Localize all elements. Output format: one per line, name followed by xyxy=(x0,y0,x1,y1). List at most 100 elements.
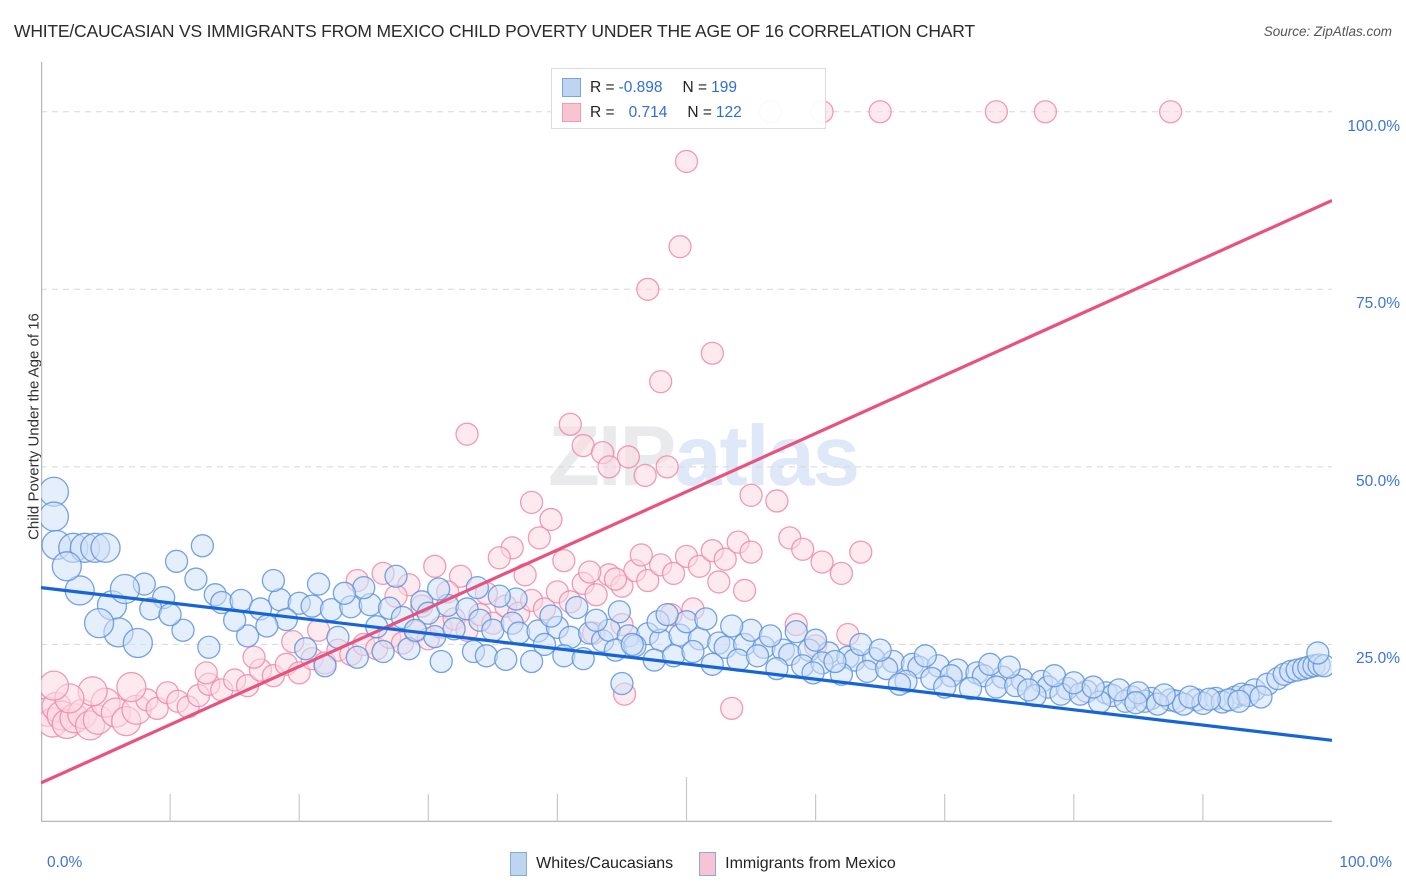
series-legend-swatch-whites xyxy=(510,852,528,876)
data-point xyxy=(668,235,692,259)
data-point xyxy=(122,627,153,659)
legend-r-value-mexico: 0.714 xyxy=(628,103,668,121)
data-point xyxy=(235,624,260,648)
data-point xyxy=(539,507,563,532)
data-point xyxy=(997,655,1021,679)
data-point xyxy=(1062,671,1086,695)
data-point xyxy=(633,463,657,488)
data-point xyxy=(197,635,221,659)
data-point xyxy=(578,560,602,584)
data-point xyxy=(1152,683,1176,707)
data-point xyxy=(90,532,121,563)
data-point xyxy=(978,652,1002,676)
data-point xyxy=(116,671,147,703)
data-point xyxy=(700,652,724,676)
data-point xyxy=(83,607,115,639)
data-point xyxy=(455,422,479,446)
data-point xyxy=(636,277,660,301)
data-point xyxy=(255,614,279,638)
source-attribution: Source: ZipAtlas.com xyxy=(1263,24,1392,39)
data-point xyxy=(345,645,369,669)
data-point xyxy=(1016,678,1041,702)
data-point xyxy=(1124,691,1148,715)
data-point xyxy=(784,619,808,644)
data-point xyxy=(616,445,641,469)
series-legend-item-whites[interactable]: Whites/Caucasians xyxy=(510,852,673,876)
data-point xyxy=(849,540,873,564)
data-point xyxy=(423,554,447,578)
data-point xyxy=(1249,685,1273,709)
y-axis-title: Child Poverty Under the Age of 16 xyxy=(25,313,43,540)
data-point xyxy=(1197,687,1222,711)
data-point xyxy=(565,595,589,620)
data-point xyxy=(984,675,1008,699)
data-point xyxy=(1042,664,1067,688)
data-point xyxy=(448,564,473,588)
data-point xyxy=(687,554,712,578)
data-point xyxy=(1178,685,1202,709)
data-point xyxy=(474,644,499,668)
x-axis-min-label: 0.0% xyxy=(47,854,83,871)
data-point xyxy=(732,578,757,603)
data-point xyxy=(674,149,699,174)
y-axis-tick-label: 25.0% xyxy=(1356,650,1400,668)
data-point xyxy=(649,369,673,394)
data-point xyxy=(810,550,834,574)
data-point xyxy=(803,628,828,652)
data-point xyxy=(300,594,324,618)
data-point xyxy=(171,618,195,642)
series-legend-label-mexico: Immigrants from Mexico xyxy=(725,855,896,872)
data-point xyxy=(558,412,582,436)
legend-n-value-mexico: 122 xyxy=(715,103,742,121)
correlation-legend: R = -0.898 N = 199 R = 0.714 N = 122 xyxy=(551,68,826,129)
data-point xyxy=(1081,675,1105,699)
data-point xyxy=(758,624,783,648)
plot-area xyxy=(33,62,1336,823)
data-point xyxy=(984,100,1008,124)
data-point xyxy=(190,534,215,558)
legend-row-mexico: R = 0.714 N = 122 xyxy=(562,100,815,125)
data-point xyxy=(603,567,628,591)
data-point xyxy=(720,614,744,638)
data-point xyxy=(720,696,744,721)
y-axis-tick-label: 50.0% xyxy=(1356,472,1400,490)
data-point xyxy=(306,572,331,596)
trendline-mexico xyxy=(40,199,1333,785)
data-point xyxy=(229,588,253,613)
data-point xyxy=(519,649,544,674)
page-title: WHITE/CAUCASIAN VS IMMIGRANTS FROM MEXIC… xyxy=(14,21,975,41)
legend-n-value-whites: 199 xyxy=(711,78,737,96)
data-point xyxy=(739,618,763,642)
data-point xyxy=(527,526,551,550)
data-point xyxy=(661,561,686,586)
data-point xyxy=(739,540,763,564)
data-point xyxy=(519,490,544,515)
data-point xyxy=(855,659,879,684)
series-legend-label-whites: Whites/Caucasians xyxy=(536,855,674,872)
data-point xyxy=(487,546,511,570)
data-point xyxy=(958,676,983,701)
data-point xyxy=(765,489,789,513)
data-point xyxy=(494,647,518,671)
data-point xyxy=(352,575,376,600)
series-legend-item-mexico[interactable]: Immigrants from Mexico xyxy=(699,852,896,876)
data-point xyxy=(429,649,453,674)
data-point xyxy=(849,632,873,657)
data-point xyxy=(584,608,608,632)
data-point xyxy=(384,564,408,588)
data-point xyxy=(38,501,70,532)
data-point xyxy=(158,602,182,627)
data-point xyxy=(610,671,634,696)
data-point xyxy=(1306,641,1330,665)
legend-row-whites: R = -0.898 N = 199 xyxy=(562,75,815,100)
data-point xyxy=(823,649,847,674)
data-point xyxy=(584,583,608,607)
data-point xyxy=(655,602,679,627)
data-point xyxy=(636,568,660,593)
data-point xyxy=(539,604,563,628)
data-point xyxy=(1227,689,1251,713)
data-point xyxy=(629,543,653,567)
data-point xyxy=(371,639,395,664)
data-point xyxy=(607,600,632,624)
